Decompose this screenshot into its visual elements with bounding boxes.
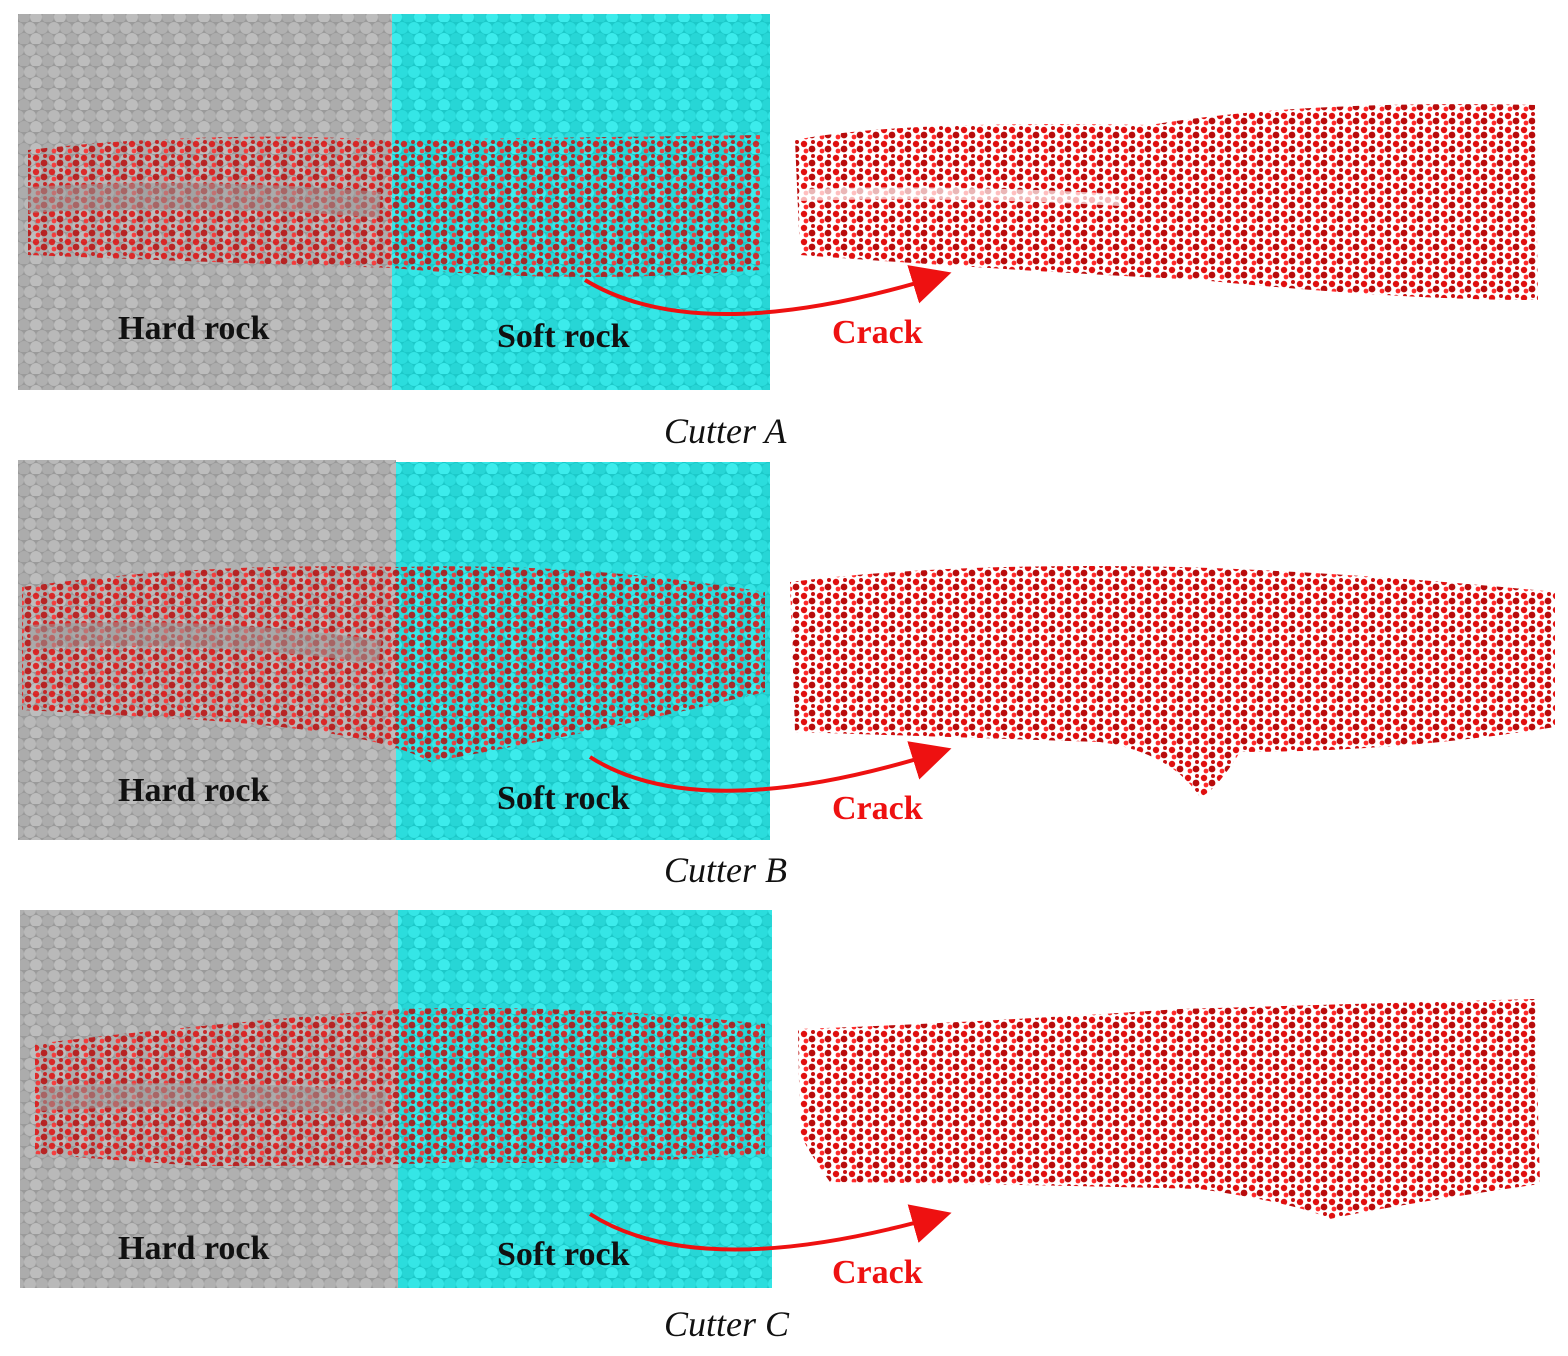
crack-band-in-rock xyxy=(35,1008,765,1166)
soft-rock-label: Soft rock xyxy=(497,318,630,355)
hard-rock-label: Hard rock xyxy=(118,1230,270,1267)
soft-rock-label: Soft rock xyxy=(497,1236,630,1273)
isolated-crack-band xyxy=(798,999,1540,1219)
soft-rock-label: Soft rock xyxy=(497,780,630,817)
panel-caption: Cutter A xyxy=(664,411,787,451)
crack-band-in-rock xyxy=(22,566,765,762)
crack-label: Crack xyxy=(832,1254,923,1291)
hard-rock-label: Hard rock xyxy=(118,310,270,347)
crack-arrow xyxy=(583,265,952,316)
isolated-crack-band xyxy=(790,566,1555,797)
crack-arrow xyxy=(588,1204,952,1252)
panel-caption: Cutter B xyxy=(664,850,787,890)
panel-cutter-a: Hard rock Soft rock Crack Cutter A xyxy=(0,0,1568,452)
crack-label: Crack xyxy=(832,314,923,351)
rock-simulation-c xyxy=(20,910,1540,1288)
rock-simulation-a xyxy=(18,14,1538,390)
crack-band-in-rock xyxy=(28,135,760,278)
rock-simulation-b xyxy=(18,460,1555,840)
crack-arrow xyxy=(588,741,952,793)
panel-cutter-b: Hard rock Soft rock Crack Cutter B xyxy=(0,452,1568,904)
panel-caption: Cutter C xyxy=(664,1304,790,1344)
panel-cutter-c: Hard rock Soft rock Crack Cutter C xyxy=(0,904,1568,1356)
hard-rock-label: Hard rock xyxy=(118,772,270,809)
isolated-crack-band xyxy=(795,104,1538,300)
crack-label: Crack xyxy=(832,790,923,827)
